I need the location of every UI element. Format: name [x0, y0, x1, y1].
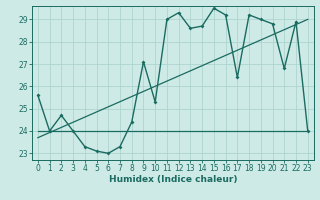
X-axis label: Humidex (Indice chaleur): Humidex (Indice chaleur) — [108, 175, 237, 184]
